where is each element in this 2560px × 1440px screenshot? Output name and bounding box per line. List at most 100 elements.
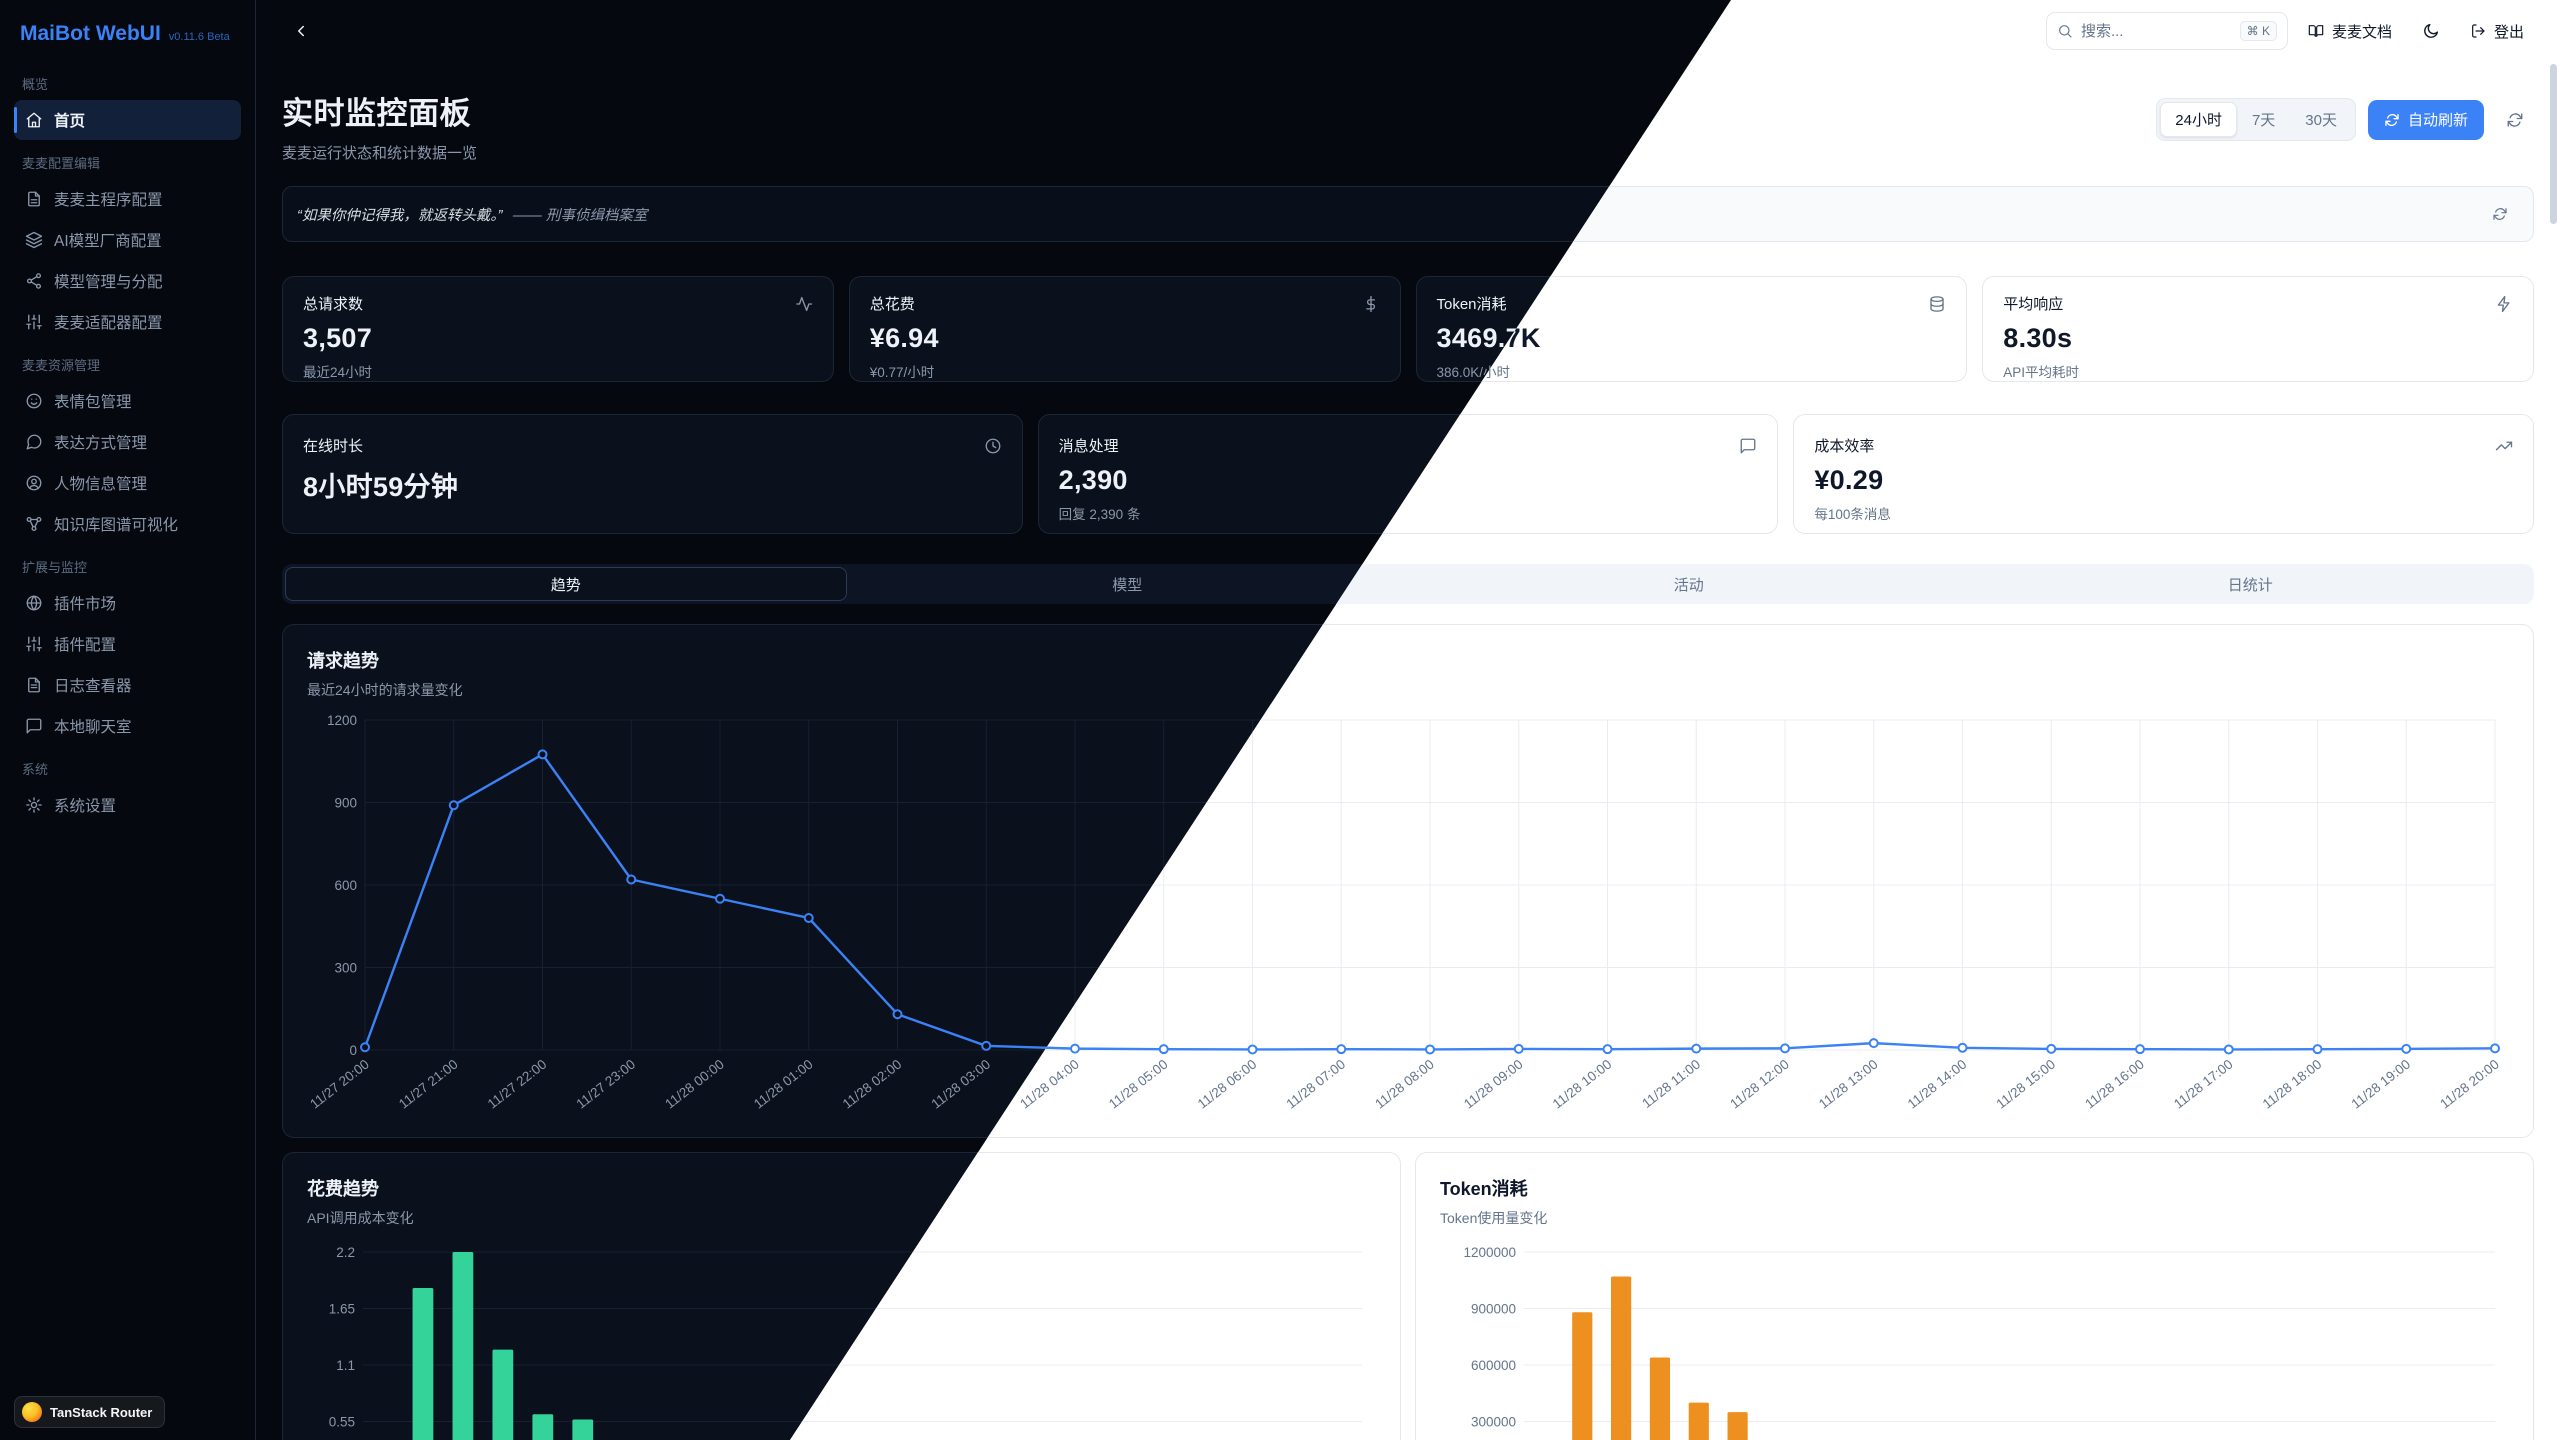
sidebar-item-label: 表情包管理 [54, 394, 132, 411]
stat-caption: API平均耗时 [2003, 365, 2080, 380]
docs-button-label: 麦麦文档 [2331, 23, 2392, 41]
refresh-button[interactable] [2496, 101, 2534, 139]
stat-title: 成本效率 [1814, 438, 1875, 455]
stat-value: 2,390 [1058, 465, 1128, 495]
chart-subtitle: API调用成本变化 [307, 1210, 414, 1226]
sidebar-item-main-config[interactable]: 麦麦主程序配置 [14, 179, 241, 219]
search-shortcut-kbd: ⌘ K [2239, 21, 2277, 41]
svg-text:11/28 09:00: 11/28 09:00 [1461, 1057, 1526, 1112]
home-icon [25, 111, 43, 129]
sidebar-item-log-viewer[interactable]: 日志查看器 [14, 665, 241, 705]
stat-card-total-requests: 总请求数 3,507 最近24小时 [282, 276, 834, 382]
stat-value: 8小时59分钟 [303, 472, 459, 502]
app-logo: MaiBot WebUI v0.11.6 Beta [14, 18, 241, 62]
tab-trends[interactable]: 趋势 [285, 567, 847, 601]
sidebar-section-extensions: 扩展与监控 [22, 560, 88, 575]
sidebar-item-label: 模型管理与分配 [54, 274, 163, 291]
sidebar-item-ai-vendors[interactable]: AI模型厂商配置 [14, 220, 241, 260]
svg-text:900: 900 [334, 796, 357, 811]
sidebar-item-adapter-config[interactable]: 麦麦适配器配置 [14, 302, 241, 342]
sidebar-item-knowledge-graph[interactable]: 知识库图谱可视化 [14, 504, 241, 544]
layers-icon [25, 231, 43, 249]
sidebar-item-emoji[interactable]: 表情包管理 [14, 381, 241, 421]
svg-text:300000: 300000 [1471, 1415, 1516, 1430]
sidebar-item-label: 日志查看器 [54, 678, 132, 695]
token-usage-card: Token消耗 Token使用量变化 030000060000090000012… [1415, 1152, 2534, 1440]
sidebar-item-personas[interactable]: 人物信息管理 [14, 463, 241, 503]
svg-text:0: 0 [349, 1043, 357, 1058]
svg-text:11/28 14:00: 11/28 14:00 [1905, 1057, 1970, 1112]
book-icon [2308, 23, 2324, 39]
stat-card-total-cost: 总花费 ¥6.94 ¥0.77/小时 [848, 276, 1401, 382]
quote-refresh-button[interactable] [2481, 195, 2519, 233]
sidebar-item-settings[interactable]: 系统设置 [14, 785, 241, 825]
token-usage-chart: 0300000600000900000120000011/27 20:0011/… [1463, 1245, 2495, 1440]
svg-text:11/28 18:00: 11/28 18:00 [2260, 1057, 2325, 1112]
refresh-icon [2384, 112, 2400, 128]
svg-text:11/28 16:00: 11/28 16:00 [2082, 1057, 2147, 1112]
svg-text:11/28 05:00: 11/28 05:00 [1106, 1057, 1171, 1112]
sidebar-item-label: 人物信息管理 [54, 476, 148, 493]
tanstack-router-badge[interactable]: TanStack Router [14, 1396, 166, 1428]
stat-title: 总请求数 [303, 296, 364, 313]
tab-daily-stats[interactable]: 日统计 [1970, 567, 2532, 601]
sidebar-section-overview: 概览 [22, 77, 49, 92]
svg-text:11/27 23:00: 11/27 23:00 [573, 1057, 638, 1112]
sidebar-item-label: 系统设置 [54, 798, 117, 815]
svg-text:11/28 13:00: 11/28 13:00 [1816, 1057, 1881, 1112]
search-icon [2057, 23, 2073, 39]
globe-icon [25, 594, 43, 612]
sidebar-item-label: 表达方式管理 [54, 435, 148, 452]
theme-toggle-button[interactable] [2412, 12, 2450, 50]
range-24h-button[interactable]: 24小时 [2160, 102, 2237, 137]
svg-text:1.1: 1.1 [336, 1358, 355, 1373]
smile-icon [25, 392, 43, 410]
svg-text:11/27 22:00: 11/27 22:00 [485, 1057, 550, 1112]
dollar-icon [1362, 295, 1380, 313]
svg-text:1200: 1200 [327, 713, 357, 728]
search-input[interactable] [2080, 22, 2232, 40]
sliders-icon [25, 635, 43, 653]
stat-title: Token消耗 [1436, 296, 1507, 313]
logout-button[interactable]: 登出 [2460, 13, 2534, 50]
chart-subtitle: 最近24小时的请求量变化 [307, 682, 463, 698]
tab-activity[interactable]: 活动 [1408, 567, 1970, 601]
logout-button-label: 登出 [2493, 23, 2524, 41]
sidebar-item-label: 知识库图谱可视化 [54, 517, 179, 534]
docs-button[interactable]: 麦麦文档 [2298, 13, 2402, 50]
svg-text:11/28 03:00: 11/28 03:00 [928, 1057, 993, 1112]
stat-title: 在线时长 [303, 438, 364, 455]
database-icon [1928, 295, 1946, 313]
svg-text:11/28 12:00: 11/28 12:00 [1727, 1057, 1792, 1112]
stat-value: 3,507 [303, 323, 373, 353]
sidebar-item-home[interactable]: 首页 [14, 100, 241, 140]
range-7d-button[interactable]: 7天 [2237, 102, 2290, 137]
sliders-icon [25, 313, 43, 331]
svg-text:11/27 21:00: 11/27 21:00 [396, 1057, 461, 1112]
sidebar-item-model-management[interactable]: 模型管理与分配 [14, 261, 241, 301]
refresh-icon [2492, 206, 2508, 222]
svg-text:600: 600 [334, 878, 357, 893]
svg-text:11/28 01:00: 11/28 01:00 [751, 1057, 816, 1112]
sidebar-item-plugin-market[interactable]: 插件市场 [14, 583, 241, 623]
back-button[interactable] [282, 12, 320, 50]
auto-refresh-button[interactable]: 自动刷新 [2367, 99, 2484, 140]
scrollbar-thumb[interactable] [2550, 64, 2557, 224]
stat-value: 8.30s [2003, 323, 2073, 353]
sidebar-section-resources: 麦麦资源管理 [22, 358, 101, 373]
tab-models[interactable]: 模型 [847, 567, 1409, 601]
svg-text:900000: 900000 [1471, 1302, 1516, 1317]
svg-text:11/28 00:00: 11/28 00:00 [662, 1057, 727, 1112]
sidebar-item-label: 插件配置 [54, 637, 117, 654]
sidebar-section-system: 系统 [22, 762, 49, 777]
search-input-wrapper[interactable]: ⌘ K [2045, 12, 2288, 50]
svg-text:11/28 02:00: 11/28 02:00 [840, 1057, 905, 1112]
stat-caption: 最近24小时 [303, 365, 373, 380]
file-text-icon [25, 190, 43, 208]
sidebar-item-expressions[interactable]: 表达方式管理 [14, 422, 241, 462]
range-30d-button[interactable]: 30天 [2290, 102, 2352, 137]
sidebar-item-local-chat[interactable]: 本地聊天室 [14, 706, 241, 746]
stat-title: 平均响应 [2003, 296, 2064, 313]
sidebar-item-plugin-config[interactable]: 插件配置 [14, 624, 241, 664]
svg-text:11/27 20:00: 11/27 20:00 [307, 1057, 372, 1112]
